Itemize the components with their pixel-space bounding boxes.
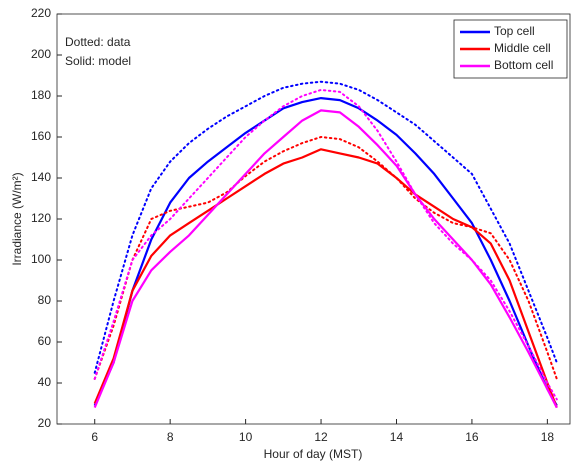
data-line bbox=[93, 88, 558, 401]
y-tick-label: 60 bbox=[38, 334, 52, 348]
x-tick-label: 12 bbox=[314, 430, 328, 444]
y-tick-label: 80 bbox=[38, 293, 52, 307]
x-tick-label: 6 bbox=[91, 430, 98, 444]
x-tick-label: 14 bbox=[390, 430, 404, 444]
y-tick-label: 160 bbox=[31, 129, 51, 143]
model-line bbox=[93, 97, 558, 407]
plot-area bbox=[56, 13, 571, 425]
y-tick-label: 20 bbox=[38, 416, 52, 430]
legend-label: Bottom cell bbox=[494, 58, 553, 72]
y-tick-label: 180 bbox=[31, 88, 51, 102]
x-tick-label: 8 bbox=[167, 430, 174, 444]
y-axis-label: Irradiance (W/m²) bbox=[10, 172, 24, 265]
model-line bbox=[93, 109, 558, 409]
y-tick-label: 140 bbox=[31, 170, 51, 184]
legend-label: Top cell bbox=[494, 24, 535, 38]
y-tick-label: 100 bbox=[31, 252, 51, 266]
y-tick-label: 120 bbox=[31, 211, 51, 225]
model-line bbox=[93, 148, 558, 408]
data-line bbox=[93, 80, 558, 374]
annotation: Dotted: data bbox=[65, 35, 131, 49]
legend-box bbox=[453, 19, 568, 79]
x-tick-label: 16 bbox=[465, 430, 479, 444]
x-axis-label: Hour of day (MST) bbox=[264, 447, 363, 461]
annotation: Solid: model bbox=[65, 54, 131, 68]
x-tick-label: 10 bbox=[239, 430, 253, 444]
x-tick-label: 18 bbox=[541, 430, 555, 444]
legend-label: Middle cell bbox=[494, 41, 551, 55]
data-line bbox=[93, 136, 558, 380]
y-tick-label: 200 bbox=[31, 47, 51, 61]
y-tick-label: 220 bbox=[31, 6, 51, 20]
y-tick-label: 40 bbox=[38, 375, 52, 389]
